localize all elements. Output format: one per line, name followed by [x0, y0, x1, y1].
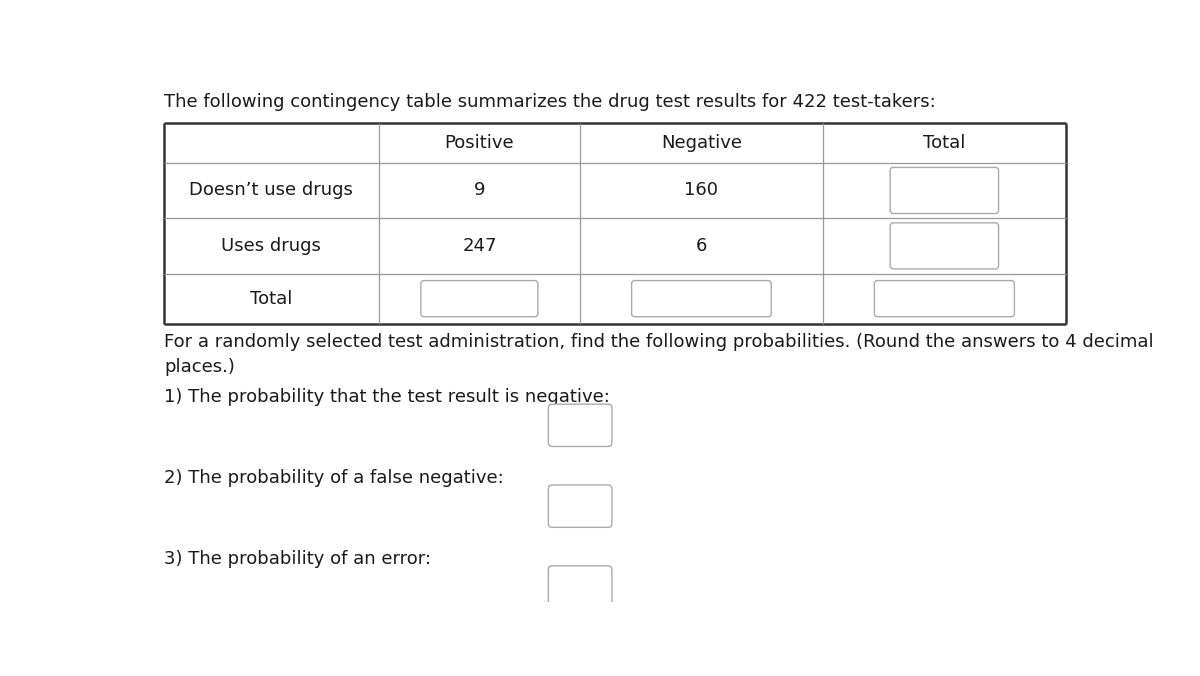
Text: Positive: Positive: [444, 134, 514, 151]
FancyBboxPatch shape: [548, 485, 612, 527]
Text: places.): places.): [164, 358, 235, 377]
Text: 1) The probability that the test result is negative:: 1) The probability that the test result …: [164, 388, 610, 406]
FancyBboxPatch shape: [548, 566, 612, 608]
Text: 247: 247: [462, 237, 497, 255]
Text: The following contingency table summarizes the drug test results for 422 test-ta: The following contingency table summariz…: [164, 93, 936, 112]
FancyBboxPatch shape: [890, 168, 998, 214]
Text: Uses drugs: Uses drugs: [221, 237, 322, 255]
FancyBboxPatch shape: [875, 281, 1014, 317]
Text: 6: 6: [696, 237, 707, 255]
Text: 9: 9: [474, 181, 485, 199]
Text: 160: 160: [684, 181, 719, 199]
FancyBboxPatch shape: [421, 281, 538, 317]
Text: Total: Total: [923, 134, 966, 151]
Text: For a randomly selected test administration, find the following probabilities. (: For a randomly selected test administrat…: [164, 333, 1153, 351]
FancyBboxPatch shape: [890, 223, 998, 269]
Text: Doesn’t use drugs: Doesn’t use drugs: [190, 181, 353, 199]
Text: Total: Total: [250, 289, 293, 308]
FancyBboxPatch shape: [631, 281, 772, 317]
Text: 2) The probability of a false negative:: 2) The probability of a false negative:: [164, 469, 504, 487]
Text: Negative: Negative: [661, 134, 742, 151]
Text: 3) The probability of an error:: 3) The probability of an error:: [164, 550, 431, 568]
FancyBboxPatch shape: [548, 404, 612, 446]
